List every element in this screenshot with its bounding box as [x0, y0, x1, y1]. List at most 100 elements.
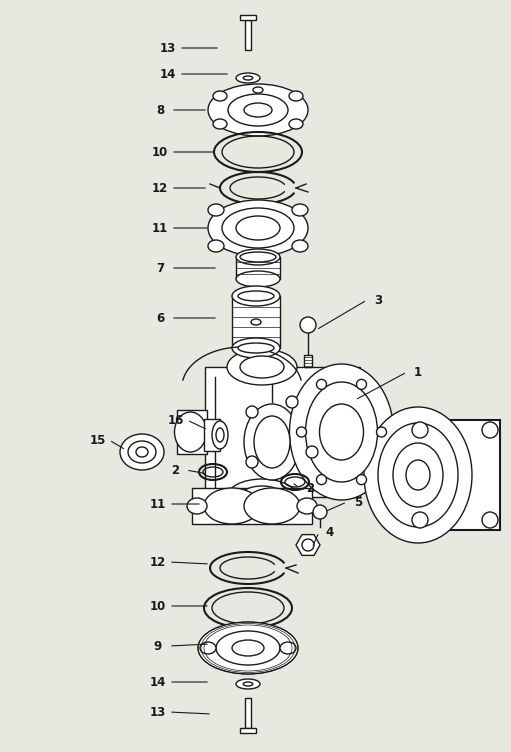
Text: 14: 14 — [160, 68, 176, 80]
Ellipse shape — [232, 286, 280, 306]
Text: 3: 3 — [374, 293, 382, 307]
Ellipse shape — [228, 94, 288, 126]
Ellipse shape — [297, 498, 317, 514]
Ellipse shape — [208, 204, 224, 216]
Ellipse shape — [244, 103, 272, 117]
Ellipse shape — [227, 479, 297, 515]
Ellipse shape — [290, 364, 393, 500]
Text: 1: 1 — [414, 365, 422, 378]
Ellipse shape — [364, 407, 472, 543]
Ellipse shape — [236, 216, 280, 240]
Bar — [240, 728, 256, 733]
Bar — [410, 420, 500, 530]
Bar — [304, 355, 312, 367]
Ellipse shape — [243, 682, 253, 686]
Bar — [240, 15, 256, 20]
Ellipse shape — [319, 404, 363, 460]
Bar — [236, 257, 280, 279]
Ellipse shape — [213, 119, 227, 129]
Ellipse shape — [200, 642, 216, 654]
Ellipse shape — [238, 343, 274, 353]
Ellipse shape — [136, 447, 148, 457]
Bar — [232, 296, 280, 348]
Ellipse shape — [208, 240, 224, 252]
Text: 4: 4 — [326, 526, 334, 538]
Text: 9: 9 — [154, 639, 162, 653]
Ellipse shape — [236, 249, 280, 265]
Ellipse shape — [240, 486, 284, 508]
Ellipse shape — [240, 252, 276, 262]
Ellipse shape — [198, 622, 298, 674]
Ellipse shape — [240, 356, 284, 378]
Ellipse shape — [406, 460, 430, 490]
Ellipse shape — [216, 428, 224, 442]
Text: 13: 13 — [160, 41, 176, 54]
Ellipse shape — [292, 204, 308, 216]
Bar — [245, 20, 251, 50]
Ellipse shape — [232, 338, 280, 358]
Text: 16: 16 — [168, 414, 184, 426]
Ellipse shape — [208, 200, 308, 256]
Ellipse shape — [316, 379, 327, 390]
Text: 8: 8 — [156, 104, 164, 117]
Ellipse shape — [254, 416, 290, 468]
Text: 13: 13 — [150, 705, 166, 718]
Ellipse shape — [246, 406, 258, 418]
Bar — [176, 410, 206, 454]
Text: 14: 14 — [150, 675, 166, 689]
Ellipse shape — [357, 475, 366, 484]
Text: 12: 12 — [150, 556, 166, 569]
Ellipse shape — [289, 91, 303, 101]
Text: 11: 11 — [150, 498, 166, 511]
Ellipse shape — [251, 319, 261, 325]
Ellipse shape — [292, 240, 308, 252]
Ellipse shape — [236, 73, 260, 83]
Text: 7: 7 — [156, 262, 164, 274]
Ellipse shape — [128, 441, 156, 463]
Ellipse shape — [227, 349, 297, 385]
Text: 12: 12 — [152, 181, 168, 195]
Ellipse shape — [306, 382, 378, 482]
Ellipse shape — [393, 443, 443, 507]
Bar — [245, 698, 251, 728]
Ellipse shape — [246, 456, 258, 468]
Ellipse shape — [289, 119, 303, 129]
Bar — [204, 419, 220, 451]
Ellipse shape — [300, 317, 316, 333]
Ellipse shape — [482, 422, 498, 438]
Ellipse shape — [357, 379, 366, 390]
Ellipse shape — [236, 271, 280, 287]
Ellipse shape — [204, 488, 260, 524]
Ellipse shape — [482, 512, 498, 528]
Ellipse shape — [280, 642, 296, 654]
Text: 10: 10 — [150, 599, 166, 612]
Text: 5: 5 — [354, 496, 362, 508]
Ellipse shape — [296, 427, 307, 437]
Text: 6: 6 — [156, 311, 164, 325]
Ellipse shape — [238, 291, 274, 301]
Ellipse shape — [316, 475, 327, 484]
Ellipse shape — [286, 396, 298, 408]
Ellipse shape — [120, 434, 164, 470]
Text: 15: 15 — [90, 433, 106, 447]
Bar — [204, 367, 360, 497]
Ellipse shape — [377, 427, 386, 437]
Ellipse shape — [174, 412, 206, 452]
Ellipse shape — [187, 498, 207, 514]
Ellipse shape — [232, 640, 264, 656]
Ellipse shape — [244, 404, 300, 480]
Ellipse shape — [313, 505, 327, 519]
Text: 2: 2 — [306, 481, 314, 495]
Ellipse shape — [306, 446, 318, 458]
Ellipse shape — [412, 422, 428, 438]
Ellipse shape — [243, 76, 253, 80]
Ellipse shape — [212, 421, 228, 449]
Ellipse shape — [208, 84, 308, 136]
Ellipse shape — [216, 631, 280, 665]
Text: 10: 10 — [152, 145, 168, 159]
Ellipse shape — [378, 423, 458, 527]
Text: 11: 11 — [152, 222, 168, 235]
Bar — [192, 488, 312, 524]
Text: 2: 2 — [171, 463, 179, 477]
Ellipse shape — [236, 679, 260, 689]
